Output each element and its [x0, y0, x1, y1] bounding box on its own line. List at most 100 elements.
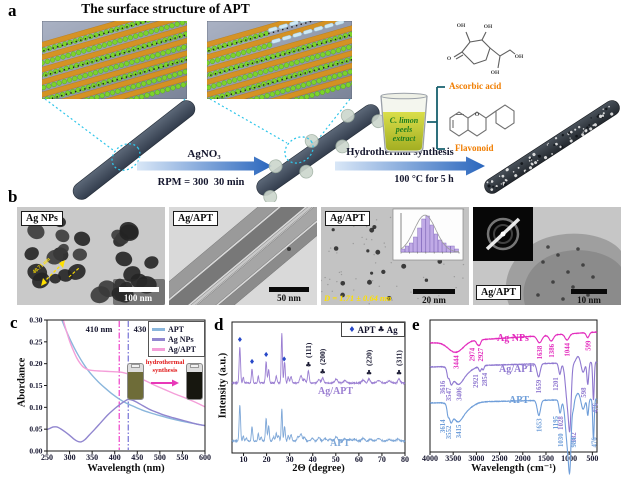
apt-rod-with-ions	[256, 104, 386, 202]
svg-text:3415: 3415	[456, 424, 463, 438]
xrd-trace-label-agapt: Ag/APT	[318, 386, 353, 397]
scale-bar-3	[413, 289, 455, 294]
xrd-trace-label-apt: APT	[330, 438, 350, 449]
svg-text:599: 599	[585, 340, 592, 351]
vial-cap	[131, 364, 140, 368]
svg-text:0.05: 0.05	[29, 425, 42, 434]
svg-text:0.00: 0.00	[29, 447, 42, 456]
panel-c-label: c	[10, 313, 18, 332]
legend-item-apt: APT	[152, 324, 201, 334]
ftir-trace-label-agapt: Ag/APT	[499, 364, 534, 375]
xrd-xlabel: 2Θ (degree)	[292, 463, 345, 474]
svg-text:OH: OH	[491, 70, 500, 76]
svg-text:3547: 3547	[446, 387, 453, 401]
tem-micrograph-3	[321, 207, 469, 305]
scheme-panel: AgNO₃ RPM = 300 30 min Hydrothermal synt…	[42, 21, 620, 202]
svg-text:3614: 3614	[440, 419, 447, 433]
svg-text:♣: ♣	[366, 369, 372, 377]
tem-image-ag-apt-20: Ag/APT D = 1.71 ± 0.64 nm 20 nm	[321, 207, 469, 305]
scale-text-2: 50 nm	[277, 293, 301, 303]
panel-d-label: d	[214, 315, 224, 334]
ftir-trace-label-apt: APT	[509, 395, 529, 406]
svg-text:2854: 2854	[482, 372, 489, 386]
beaker-label-3: extract	[393, 134, 416, 143]
ascorbic-acid-structure: O OH OH OH OH	[447, 23, 524, 76]
tem-label-4: Ag/APT	[476, 285, 521, 300]
ascorbic-acid-label: Ascorbic acid	[449, 81, 501, 91]
svg-text:4000: 4000	[422, 454, 438, 463]
panel-b-label: b	[8, 187, 18, 206]
vline-410-label: 410 nm	[85, 324, 113, 334]
agno3-label: AgNO₃	[187, 148, 221, 160]
svg-text:♣: ♣	[305, 361, 311, 369]
svg-text:1659: 1659	[536, 379, 543, 393]
extract-bracket	[427, 86, 445, 150]
flavonoid-label: Flavonoid	[455, 143, 494, 153]
svg-text:(220): (220)	[365, 349, 374, 366]
svg-text:598: 598	[581, 387, 588, 398]
reaction-arrow-1	[137, 156, 272, 176]
svg-text:2000: 2000	[515, 454, 531, 463]
legend-item-agnps: Ag NPs	[152, 334, 201, 344]
svg-text:2500: 2500	[492, 454, 508, 463]
svg-text:10: 10	[240, 455, 248, 464]
svg-text:476: 476	[592, 403, 599, 414]
tem-image-ag-apt-50: Ag/APT 50 nm	[169, 207, 317, 305]
zoom-circle-1	[111, 143, 141, 171]
ag-apt-rod	[484, 100, 620, 194]
svg-text:♣: ♣	[396, 369, 402, 377]
svg-text:(311): (311)	[395, 350, 404, 366]
svg-text:2927: 2927	[478, 347, 485, 361]
inset-caption-line1: hydrothermal	[145, 359, 185, 366]
charts-canvas: 250 300 350 400 450 500 550 600 0.00 0.05 0.10 0.15…	[29, 316, 599, 476]
svg-text:3500: 3500	[445, 454, 461, 463]
svg-text:80: 80	[401, 455, 409, 464]
vial-cap	[190, 364, 199, 368]
beaker-label-1: C. limon	[390, 116, 419, 125]
svg-text:OH: OH	[457, 23, 466, 29]
inset-caption: hydrothermal synthesis	[145, 359, 185, 392]
inset-caption-line2: synthesis	[152, 366, 178, 374]
svg-text:500: 500	[586, 454, 598, 463]
svg-text:0.30: 0.30	[29, 316, 42, 325]
flavonoid-structure: O	[449, 104, 515, 137]
svg-text:1195: 1195	[553, 415, 560, 429]
legend-label-apt: APT	[168, 324, 184, 334]
uvvis-ylabel: Abordance	[16, 357, 28, 408]
scale-text-3: 20 nm	[422, 295, 446, 305]
svg-text:(111): (111)	[304, 342, 313, 358]
svg-text:984: 984	[571, 437, 578, 448]
svg-text:(200): (200)	[318, 348, 327, 365]
svg-text:0.15: 0.15	[29, 381, 42, 390]
zoom-connector-lines	[44, 98, 351, 152]
svg-text:550: 550	[176, 453, 188, 462]
xrd-legend: ♦ APT ♣ Ag	[341, 322, 405, 337]
xrd-ylabel: Intensity (a.u.)	[217, 352, 229, 419]
rpm-label: RPM = 300 30 min	[158, 177, 245, 188]
svg-text:1201: 1201	[553, 377, 560, 391]
svg-text:500: 500	[154, 453, 166, 462]
legend-label-agnps: Ag NPs	[168, 334, 194, 344]
svg-text:3616: 3616	[440, 380, 447, 394]
scale-bar-4	[571, 289, 607, 294]
svg-text:20: 20	[263, 455, 271, 464]
uvvis-photo-inset: hydrothermal synthesis	[127, 357, 205, 405]
panel-a-title: The surface structure of APT	[81, 1, 250, 16]
scale-text-4: 10 nm	[577, 295, 601, 305]
vial-after-photo	[186, 363, 203, 400]
svg-text:450: 450	[131, 453, 143, 462]
svg-text:60: 60	[355, 455, 363, 464]
club-icon: ♣	[377, 325, 385, 334]
tem-image-ag-apt-10: Ag/APT 10 nm	[473, 207, 621, 305]
svg-text:0.20: 0.20	[29, 359, 42, 368]
reaction-arrow-2	[335, 156, 485, 176]
uvvis-legend: APT Ag NPs Ag/APT	[148, 321, 205, 357]
legend-swatch-agnps	[152, 337, 165, 341]
ftir-trace-label-agnps: Ag NPs	[497, 333, 529, 344]
svg-text:♦: ♦	[281, 356, 287, 364]
panel-a-label: a	[8, 1, 17, 20]
svg-text:0.25: 0.25	[29, 337, 42, 346]
svg-text:250: 250	[41, 453, 53, 462]
vial-before-photo	[127, 363, 144, 400]
legend-swatch-agapt	[152, 347, 165, 351]
